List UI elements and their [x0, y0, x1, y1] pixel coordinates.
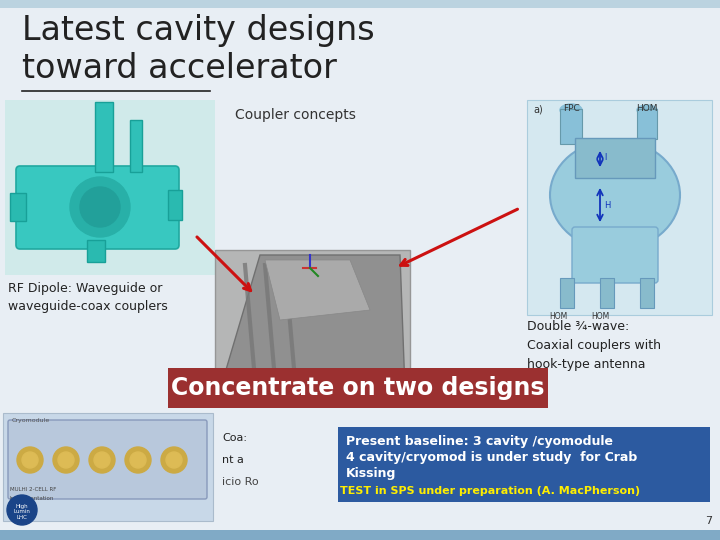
Ellipse shape: [560, 104, 582, 116]
Bar: [215, 250, 410, 395]
Bar: [560, 109, 582, 144]
Text: RF Dipole: Waveguide or
waveguide-coax couplers: RF Dipole: Waveguide or waveguide-coax c…: [8, 282, 168, 313]
Circle shape: [80, 187, 120, 227]
Circle shape: [58, 452, 74, 468]
Text: TEST in SPS under preparation (A. MacPherson): TEST in SPS under preparation (A. MacPhe…: [340, 486, 640, 496]
Bar: [95, 102, 113, 172]
Bar: [640, 278, 654, 308]
Circle shape: [22, 452, 38, 468]
Bar: [10, 193, 26, 221]
Circle shape: [130, 452, 146, 468]
Bar: [0, 530, 720, 540]
Bar: [527, 100, 712, 315]
Text: Concentrate on two designs: Concentrate on two designs: [171, 376, 545, 400]
Circle shape: [17, 447, 43, 473]
Text: Instrumentation: Instrumentation: [10, 496, 55, 501]
FancyBboxPatch shape: [572, 227, 658, 283]
Bar: [3, 413, 213, 521]
Circle shape: [94, 452, 110, 468]
Text: Coupler concepts: Coupler concepts: [235, 108, 356, 122]
Bar: [168, 368, 548, 408]
Bar: [575, 138, 655, 178]
Text: Cryomodule: Cryomodule: [12, 418, 50, 423]
Text: l: l: [604, 153, 606, 163]
Bar: [637, 109, 657, 139]
Text: 4 cavity/cryomod is under study  for Crab: 4 cavity/cryomod is under study for Crab: [346, 451, 637, 464]
Bar: [168, 190, 182, 220]
Ellipse shape: [637, 105, 657, 115]
Text: HOM: HOM: [636, 104, 658, 113]
Bar: [5, 100, 215, 275]
Circle shape: [89, 447, 115, 473]
Text: High
Lumin
LHC: High Lumin LHC: [14, 504, 30, 520]
Bar: [130, 120, 142, 172]
Polygon shape: [220, 255, 405, 390]
FancyBboxPatch shape: [16, 166, 179, 249]
Text: FPC: FPC: [562, 104, 580, 113]
Ellipse shape: [550, 140, 680, 250]
Text: Coa:: Coa:: [222, 433, 247, 443]
Circle shape: [161, 447, 187, 473]
Circle shape: [7, 495, 37, 525]
Text: H: H: [604, 200, 611, 210]
Circle shape: [125, 447, 151, 473]
Text: Double ¾-wave:
Coaxial couplers with
hook-type antenna: Double ¾-wave: Coaxial couplers with hoo…: [527, 320, 661, 371]
Text: HOM: HOM: [549, 312, 567, 321]
Text: 7: 7: [705, 516, 712, 526]
Text: LHC BT: LHC BT: [10, 505, 30, 510]
Text: nt a: nt a: [222, 455, 244, 465]
Text: Present baseline: 3 cavity /cyomodule: Present baseline: 3 cavity /cyomodule: [346, 435, 613, 448]
Bar: [560, 278, 574, 308]
Text: toward accelerator: toward accelerator: [22, 52, 337, 85]
Text: Kissing: Kissing: [346, 467, 397, 480]
Text: a): a): [533, 104, 543, 114]
FancyBboxPatch shape: [8, 420, 207, 499]
Circle shape: [53, 447, 79, 473]
Text: MULHI 2-CELL RF: MULHI 2-CELL RF: [10, 487, 56, 492]
Text: icio Ro: icio Ro: [222, 477, 258, 487]
Bar: [0, 0, 720, 8]
Text: Latest cavity designs: Latest cavity designs: [22, 14, 374, 47]
Bar: [338, 427, 710, 502]
Bar: [87, 240, 105, 262]
Bar: [600, 278, 614, 308]
Circle shape: [166, 452, 182, 468]
Text: HOM: HOM: [591, 312, 609, 321]
Circle shape: [70, 177, 130, 237]
Polygon shape: [265, 260, 370, 320]
